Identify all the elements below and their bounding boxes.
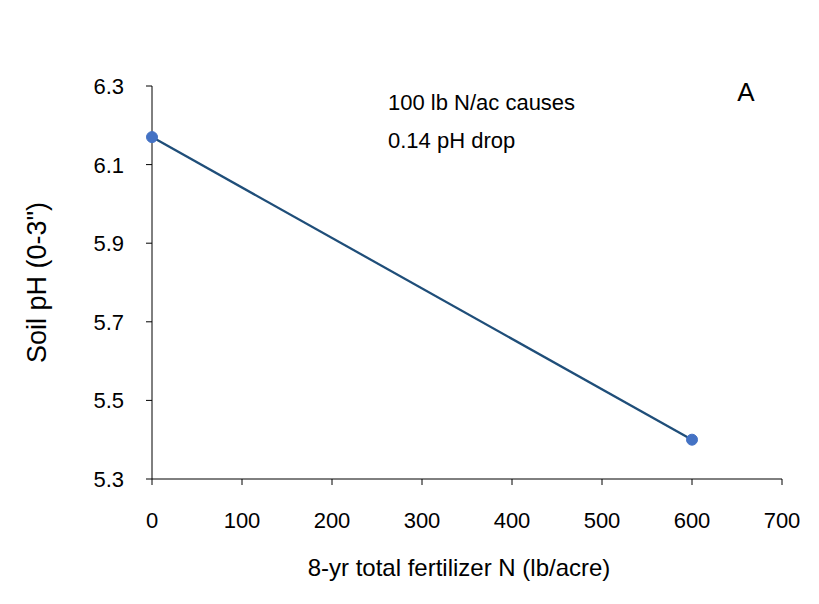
x-tick [152, 479, 153, 485]
x-tick-label: 0 [146, 508, 158, 533]
data-point [147, 132, 158, 143]
y-tick [146, 479, 152, 480]
plot-area [147, 132, 698, 446]
x-tick-label: 600 [674, 508, 711, 533]
x-tick [692, 479, 693, 485]
x-tick [782, 479, 783, 485]
x-tick-label: 100 [224, 508, 261, 533]
chart-svg: 5.3 5.5 5.7 5.9 6.1 6.3 0 100 200 300 400 500 600 700… [0, 0, 819, 604]
y-axis [152, 86, 153, 479]
panel-label: A [737, 77, 755, 107]
x-tick-label: 400 [494, 508, 531, 533]
y-tick-label: 6.1 [93, 153, 124, 178]
y-axis-label: Soil pH (0-3") [22, 202, 52, 363]
chart-container: 5.3 5.5 5.7 5.9 6.1 6.3 0 100 200 300 400 500 600 700… [0, 0, 819, 604]
x-tick [512, 479, 513, 485]
y-tick [146, 86, 152, 87]
x-tick-label: 700 [764, 508, 801, 533]
x-tick-label: 500 [584, 508, 621, 533]
data-point [687, 434, 698, 445]
x-tick [602, 479, 603, 485]
y-tick [146, 400, 152, 401]
series-line [152, 137, 692, 440]
y-tick-label: 5.3 [93, 467, 124, 492]
x-axis [152, 479, 782, 480]
x-tick [242, 479, 243, 485]
y-tick [146, 243, 152, 244]
annotation: 100 lb N/ac causes [388, 90, 575, 115]
y-tick-label: 5.7 [93, 310, 124, 335]
y-tick-label: 6.3 [93, 74, 124, 99]
x-tick [422, 479, 423, 485]
x-tick [332, 479, 333, 485]
y-tick-label: 5.5 [93, 388, 124, 413]
y-tick [146, 321, 152, 322]
x-axis-label: 8-yr total fertilizer N (lb/acre) [308, 554, 611, 581]
x-tick-label: 200 [314, 508, 351, 533]
annotation: 0.14 pH drop [388, 128, 515, 153]
y-tick-label: 5.9 [93, 231, 124, 256]
y-tick [146, 164, 152, 165]
x-tick-label: 300 [404, 508, 441, 533]
